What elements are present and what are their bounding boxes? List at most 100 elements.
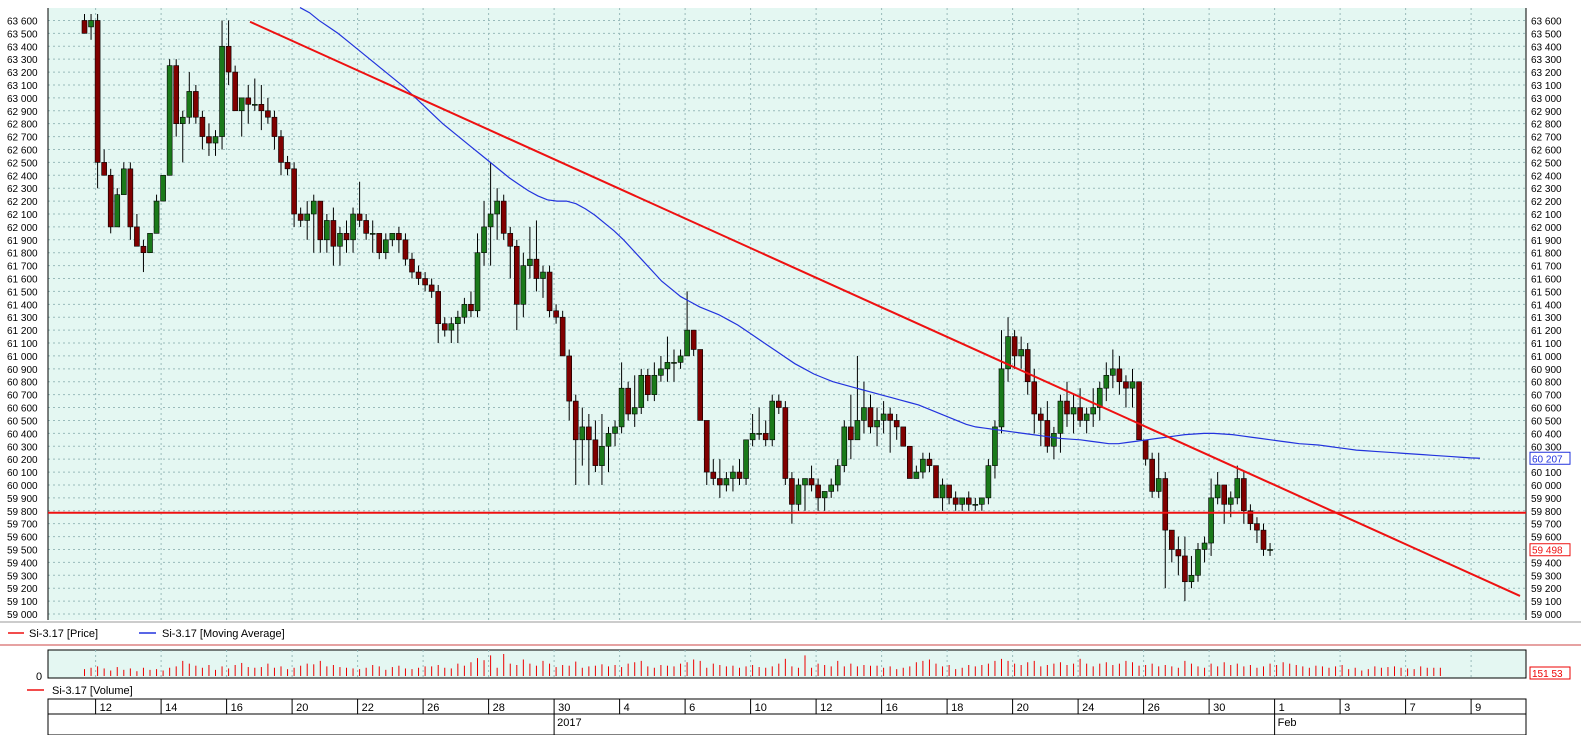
candle-body <box>513 245 520 305</box>
candle-body <box>1267 549 1273 551</box>
candle-body <box>441 323 448 331</box>
candle-body <box>415 271 422 279</box>
candle-body <box>677 355 684 363</box>
price-axis-ticks: 63 600 63 600 63 500 63 500 63 400 63 400 63 3… <box>7 16 1562 621</box>
candle-body <box>219 45 225 137</box>
candle-body <box>1234 478 1241 499</box>
price-tick-label-right: 62 800 <box>1531 120 1562 131</box>
price-tick-label-right: 63 500 <box>1531 29 1562 40</box>
candle-body <box>1044 420 1051 447</box>
candle-body <box>638 374 645 408</box>
candle-body <box>481 226 487 254</box>
candle-body <box>795 484 802 505</box>
candle-body <box>808 478 815 486</box>
price-tick-label-left: 62 400 <box>7 171 38 182</box>
price-tick-label-right: 60 300 <box>1531 442 1562 453</box>
time-axis-background <box>47 698 1527 735</box>
candle-body <box>1260 529 1267 550</box>
candle-body <box>402 239 409 260</box>
candle-body <box>153 200 160 234</box>
candle-body <box>173 65 179 124</box>
time-axis-labels: 12 14 16 20 22 26 28 30 4 6 10 12 16 18 20 24 26 30 1 3 7 9 20… <box>95 699 1481 735</box>
candle-body <box>88 20 94 28</box>
candle-body <box>736 471 743 479</box>
candle-body <box>1149 458 1155 492</box>
price-tick-label-right: 62 700 <box>1531 133 1562 144</box>
candle-body <box>933 465 939 499</box>
trend-line[interactable] <box>249 20 1521 597</box>
price-tick-label-left: 62 700 <box>7 133 38 144</box>
candle-body <box>252 104 258 106</box>
candle-body <box>356 213 363 221</box>
volume-plot-background <box>47 649 1527 679</box>
candle-body <box>297 213 304 221</box>
candle-body <box>1182 555 1188 583</box>
price-tick-label-right: 63 300 <box>1531 55 1562 66</box>
legend-price: Si-3.17 [Price] <box>8 628 98 640</box>
candle-body <box>1142 439 1149 460</box>
price-tick-label-right: 62 600 <box>1531 145 1562 156</box>
price-tick-label-left: 59 100 <box>7 597 38 608</box>
price-tick-label-right: 60 900 <box>1531 365 1562 376</box>
price-tick-label-left: 63 600 <box>7 16 38 27</box>
candle-body <box>880 413 887 421</box>
candle-body <box>1018 349 1024 357</box>
candle-body <box>756 433 762 435</box>
candle-body <box>114 194 121 228</box>
time-day-label: 4 <box>624 702 630 714</box>
price-tick-label-right: 59 700 <box>1531 520 1562 531</box>
candle-body <box>874 420 880 428</box>
candle-body <box>382 239 389 254</box>
candle-body <box>1188 574 1195 583</box>
candle-body <box>775 400 782 408</box>
price-tick-label-right: 61 200 <box>1531 326 1562 337</box>
candle-body <box>396 233 402 241</box>
price-tick-label-left: 60 500 <box>7 416 38 427</box>
price-tick-label-left: 61 500 <box>7 287 38 298</box>
price-tick-label-left: 63 100 <box>7 81 38 92</box>
price-tick-label-right: 61 800 <box>1531 249 1562 260</box>
candle-body <box>913 471 920 479</box>
time-day-label: 20 <box>296 702 308 714</box>
price-tick-label-left: 59 300 <box>7 571 38 582</box>
candle-body <box>324 220 330 241</box>
price-tick-label-left: 60 600 <box>7 404 38 415</box>
price-tick-label-right: 61 400 <box>1531 300 1562 311</box>
candle-body <box>1024 349 1031 383</box>
candle-body <box>166 65 173 176</box>
candle-body <box>474 252 481 312</box>
last-value-text: 60 207 <box>1532 454 1563 465</box>
time-period-label: Feb <box>1278 717 1297 729</box>
price-tick-label-left: 60 800 <box>7 378 38 389</box>
candle-body <box>926 458 933 466</box>
candle-body <box>821 491 828 499</box>
candle-body <box>1077 407 1083 421</box>
candle-body <box>730 471 736 479</box>
time-day-label: 1 <box>1279 702 1285 714</box>
price-tick-label-left: 60 100 <box>7 468 38 479</box>
candle-body <box>1201 542 1208 550</box>
candle-body <box>861 407 867 421</box>
price-tick-label-left: 61 000 <box>7 352 38 363</box>
candle-body <box>1123 381 1129 389</box>
candle-body <box>1227 497 1234 505</box>
candles <box>81 14 1273 602</box>
candle-body <box>671 362 677 364</box>
candle-body <box>212 136 219 144</box>
price-tick-label-right: 60 000 <box>1531 481 1562 492</box>
candle-body <box>140 245 147 254</box>
price-tick-label-right: 61 900 <box>1531 236 1562 247</box>
price-tick-label-right: 60 700 <box>1531 391 1562 402</box>
price-tick-label-left: 60 700 <box>7 391 38 402</box>
time-day-label: 10 <box>755 702 767 714</box>
candle-body <box>612 426 618 434</box>
price-tick-label-left: 63 300 <box>7 55 38 66</box>
price-tick-label-right: 61 600 <box>1531 275 1562 286</box>
candle-body <box>94 20 101 163</box>
last-value-box <box>1529 451 1571 465</box>
legend-volume: Si-3.17 [Volume] <box>27 685 133 697</box>
price-tick-label-left: 60 300 <box>7 442 38 453</box>
price-tick-label-left: 63 000 <box>7 94 38 105</box>
candle-body <box>520 265 527 305</box>
